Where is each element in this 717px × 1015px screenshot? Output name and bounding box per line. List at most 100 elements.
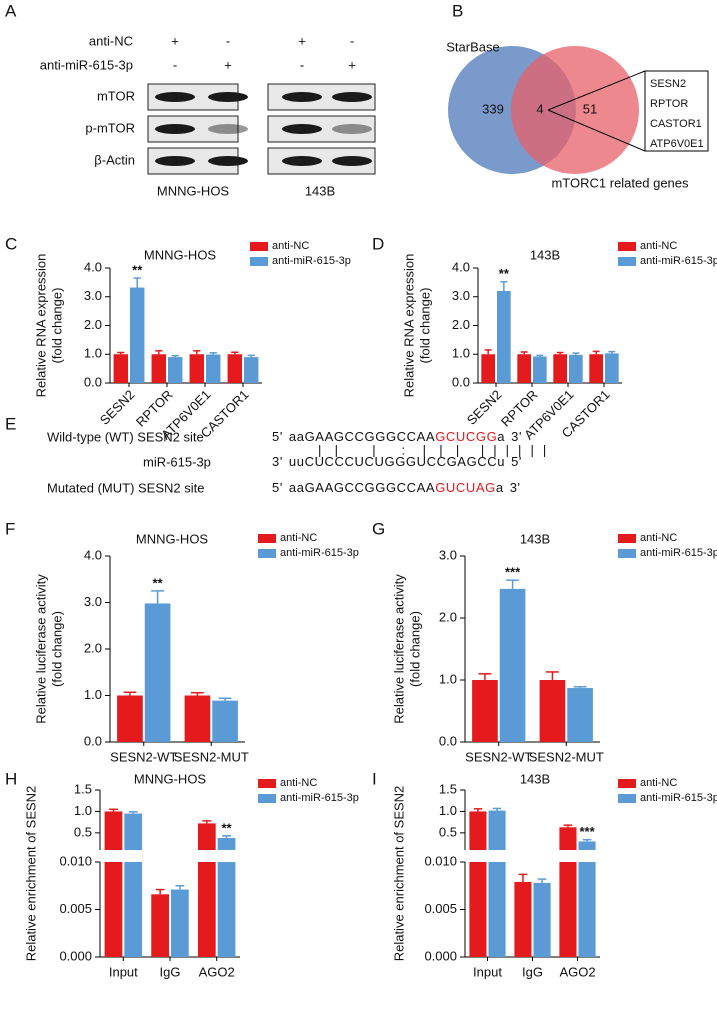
significance: *** — [579, 824, 595, 839]
legend-swatch — [618, 534, 636, 543]
y-tick-label: 3.0 — [439, 547, 457, 562]
y-axis-title: Relative luciferase activity — [33, 574, 48, 724]
y-tick-label: 1.0 — [452, 346, 470, 361]
legend-swatch — [258, 534, 276, 543]
gene: SESN2 — [650, 78, 686, 90]
bar — [481, 354, 495, 383]
cell-line: 143B — [305, 183, 335, 198]
y-axis-title: (fold change) — [49, 611, 64, 687]
y-tick-label: 4.0 — [452, 259, 470, 274]
y-tick-label: 0.0 — [439, 733, 457, 748]
y-tick-label: 2.0 — [84, 317, 102, 332]
sequence: 5' aaGAAGCCGGGCCAAGCUCGGa 3' — [272, 429, 522, 444]
legend-label: anti-miR-615-3p — [280, 792, 359, 804]
y-tick-label: 4.0 — [84, 547, 102, 562]
blot-band — [282, 124, 322, 134]
y-axis-title: (fold change) — [407, 611, 422, 687]
x-tick-label: SESN2-WT — [110, 749, 177, 764]
chart-title: 143B — [520, 771, 550, 786]
venn-count: 51 — [583, 101, 597, 116]
blot-band — [208, 124, 248, 134]
legend-label: anti-miR-615-3p — [280, 547, 359, 559]
bar — [184, 695, 211, 742]
callout-line — [547, 109, 646, 152]
bar — [517, 354, 531, 383]
y-tick-label: 3.0 — [84, 594, 102, 609]
treatment-label: anti-NC — [89, 33, 133, 48]
chart-title: 143B — [520, 531, 550, 546]
legend-swatch — [618, 794, 636, 803]
y-tick-label: 0.0 — [452, 374, 470, 389]
y-tick-label: 1.0 — [74, 803, 92, 818]
y-tick-label: 1.0 — [84, 687, 102, 702]
blot-band — [155, 92, 195, 102]
x-tick-label: AGO2 — [199, 964, 235, 979]
legend-swatch — [618, 779, 636, 788]
blot-band — [282, 92, 322, 102]
bar — [217, 862, 236, 957]
y-tick-label: 0.5 — [439, 824, 457, 839]
x-tick-label: IgG — [522, 964, 543, 979]
y-tick-label: 2.0 — [439, 609, 457, 624]
bar — [124, 813, 143, 850]
protein-label: mTOR — [97, 88, 135, 103]
y-axis-title: Relative enrichment of SESN2 — [23, 786, 38, 962]
bar — [539, 680, 566, 742]
bar — [578, 841, 596, 850]
legend-label: anti-miR-615-3p — [272, 255, 351, 267]
x-tick-label: SESN2-MUT — [529, 749, 604, 764]
y-tick-label: 3.0 — [452, 288, 470, 303]
bar — [497, 291, 511, 383]
bar — [488, 810, 506, 850]
venn-set-label: mTORC1 related genes — [551, 175, 689, 190]
bar — [130, 287, 145, 383]
x-tick-label: IgG — [160, 964, 181, 979]
chart-title: MNNG-HOS — [134, 771, 207, 786]
y-axis-title: Relative luciferase activity — [391, 574, 406, 724]
y-tick-label: 4.0 — [84, 259, 102, 274]
y-axis-title: Relative RNA expression — [33, 254, 48, 398]
bar — [168, 357, 183, 383]
y-tick-label: 1.0 — [439, 671, 457, 686]
legend-label: anti-miR-615-3p — [640, 792, 717, 804]
y-axis-title: Relative enrichment of SESN2 — [391, 786, 406, 962]
panel-label: C — [5, 234, 17, 253]
gene: CASTOR1 — [650, 118, 702, 130]
bar — [469, 862, 487, 957]
bar — [472, 680, 498, 742]
bar — [197, 862, 216, 957]
significance: ** — [221, 820, 232, 835]
y-tick-label: 1.5 — [439, 781, 457, 796]
legend-swatch — [250, 242, 268, 251]
bar — [244, 357, 259, 383]
bar — [124, 862, 143, 957]
legend-label: anti-NC — [640, 240, 677, 252]
y-tick-label: 1.0 — [439, 803, 457, 818]
significance: *** — [505, 565, 521, 580]
bar — [144, 603, 171, 742]
bar — [567, 688, 593, 742]
x-tick-label: SESN2-WT — [465, 749, 532, 764]
y-axis-title: (fold change) — [49, 288, 64, 364]
venn-count: 339 — [482, 101, 504, 116]
bar — [104, 862, 123, 957]
base-pairing: | | | : | | | | | | | | | — [318, 442, 547, 457]
chart-title: MNNG-HOS — [136, 531, 209, 546]
bar — [559, 827, 577, 850]
y-tick-label: 0.5 — [74, 824, 92, 839]
blot-band — [155, 156, 195, 166]
legend-swatch — [618, 549, 636, 558]
x-tick-label: SESN2 — [97, 387, 138, 428]
sequence: 5' aaGAAGCCGGGCCAAGUCUAGa 3' — [272, 480, 521, 495]
y-tick-label: 2.0 — [84, 640, 102, 655]
x-tick-label: SESN2 — [464, 387, 505, 428]
bar — [113, 354, 128, 383]
legend-label: anti-NC — [280, 777, 317, 789]
cell-line: MNNG-HOS — [157, 183, 230, 198]
protein-label: β-Actin — [94, 152, 135, 167]
treatment-sign: + — [348, 57, 356, 72]
bar — [227, 354, 242, 383]
bar — [117, 695, 143, 742]
